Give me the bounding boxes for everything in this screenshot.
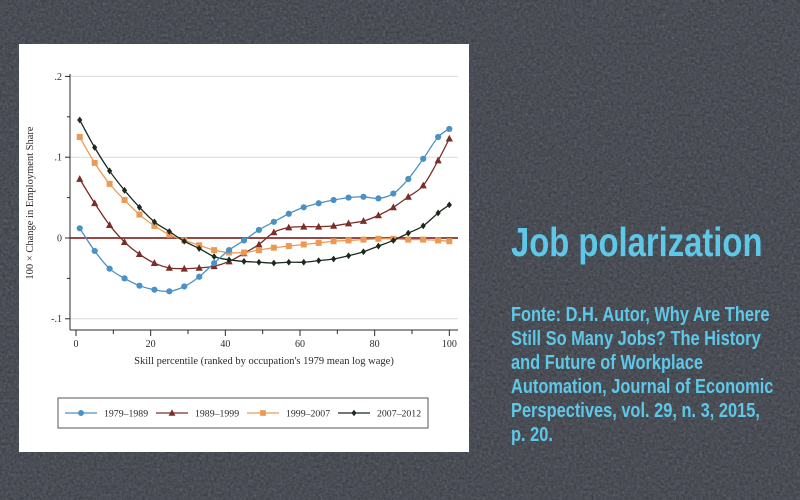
chart-legend: 1979–1989 1989–1999 1999–2007 2007–2012 xyxy=(57,397,429,429)
citation-line: Still So Many Jobs? The History xyxy=(511,327,761,350)
svg-text:20: 20 xyxy=(146,339,156,350)
svg-text:.1: .1 xyxy=(55,153,63,164)
legend-entry-2007–2012: 2007–2012 xyxy=(338,408,421,419)
svg-text:0: 0 xyxy=(74,339,79,350)
svg-text:0: 0 xyxy=(57,233,62,244)
legend-entry-1999–2007: 1999–2007 xyxy=(247,408,330,419)
legend-entry-1979–1989: 1979–1989 xyxy=(65,408,148,419)
citation-line: Fonte: D.H. Autor, Why Are There xyxy=(511,303,770,326)
slide-title: Job polarization xyxy=(511,219,763,265)
chart-card: .2 .1 0 -.1 0 20 40 60 80 100 Skill percentile (ra… xyxy=(19,44,469,452)
legend-label: 1979–1989 xyxy=(104,408,148,419)
svg-text:80: 80 xyxy=(370,339,380,350)
legend-label: 1989–1999 xyxy=(195,408,239,419)
tick-labels: .2 .1 0 -.1 0 20 40 60 80 100 xyxy=(51,72,457,350)
employment-share-chart: .2 .1 0 -.1 0 20 40 60 80 100 Skill percentile (ra… xyxy=(25,72,458,429)
series-2007–2012 xyxy=(77,116,452,267)
legend-label: 1999–2007 xyxy=(286,408,330,419)
svg-text:40: 40 xyxy=(220,339,230,350)
legend-entry-1989–1999: 1989–1999 xyxy=(156,408,239,419)
svg-text:.2: .2 xyxy=(55,72,63,83)
axes xyxy=(65,74,458,336)
series-1989–1999 xyxy=(76,134,453,272)
series-1979–1989 xyxy=(76,125,453,295)
svg-text:100: 100 xyxy=(442,339,457,350)
text-panel: Job polarization Fonte: D.H. Autor, Why … xyxy=(511,222,800,447)
y-axis-label: 100 × Change in Employment Share xyxy=(25,126,36,280)
svg-text:-.1: -.1 xyxy=(51,314,62,325)
gridlines xyxy=(70,75,458,320)
citation-line: p. 20. xyxy=(511,423,553,446)
svg-text:60: 60 xyxy=(295,339,305,350)
citation-line: Perspectives, vol. 29, n. 3, 2015, xyxy=(511,399,760,422)
legend-label: 2007–2012 xyxy=(377,408,421,419)
citation-text: Fonte: D.H. Autor, Why Are There Still So… xyxy=(511,303,774,447)
citation-line: and Future of Workplace xyxy=(511,351,703,374)
citation-line: Automation, Journal of Economic xyxy=(511,375,774,398)
x-axis-label: Skill percentile (ranked by occupation's… xyxy=(134,356,394,367)
